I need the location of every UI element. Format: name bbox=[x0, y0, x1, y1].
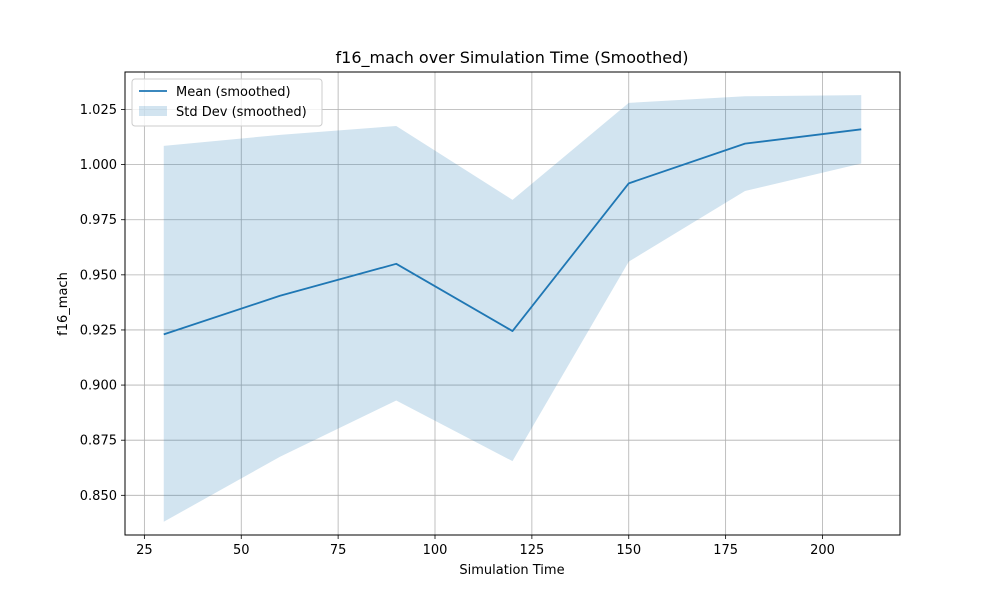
x-tick-label: 200 bbox=[810, 543, 835, 558]
chart-title: f16_mach over Simulation Time (Smoothed) bbox=[336, 48, 689, 68]
x-tick-label: 50 bbox=[233, 543, 250, 558]
std-dev-band-layer bbox=[163, 95, 862, 522]
y-tick-label: 0.950 bbox=[80, 268, 117, 283]
x-tick-label: 25 bbox=[136, 543, 153, 558]
grid bbox=[125, 72, 900, 535]
legend-std-label: Std Dev (smoothed) bbox=[176, 105, 307, 120]
legend-mean-label: Mean (smoothed) bbox=[176, 85, 291, 100]
mean-line-layer bbox=[163, 128, 862, 336]
legend-box bbox=[131, 78, 323, 127]
x-axis-ticks: 25 50 75 100 125 150 175 200 bbox=[136, 535, 835, 558]
y-tick-label: 0.975 bbox=[80, 213, 117, 228]
y-tick-label: 0.925 bbox=[80, 323, 117, 338]
y-axis-ticks: 0.850 0.875 0.900 0.925 0.950 0.975 1.000 1.025 bbox=[80, 103, 125, 504]
y-tick-label: 1.025 bbox=[80, 103, 117, 118]
x-tick-label: 175 bbox=[713, 543, 738, 558]
x-axis-title: Simulation Time bbox=[459, 563, 564, 578]
y-tick-label: 0.850 bbox=[80, 489, 117, 504]
y-tick-label: 0.900 bbox=[80, 379, 117, 394]
x-tick-label: 75 bbox=[330, 543, 347, 558]
legend-std-swatch bbox=[139, 106, 167, 116]
std-dev-band bbox=[163, 95, 862, 522]
plot-frame bbox=[124, 71, 901, 536]
legend: Mean (smoothed) Std Dev (smoothed) bbox=[131, 78, 323, 127]
y-axis-title: f16_mach bbox=[56, 272, 71, 336]
y-tick-label: 0.875 bbox=[80, 434, 117, 449]
x-tick-label: 100 bbox=[423, 543, 448, 558]
y-tick-label: 1.000 bbox=[80, 158, 117, 173]
x-tick-label: 150 bbox=[616, 543, 641, 558]
x-tick-label: 125 bbox=[519, 543, 544, 558]
